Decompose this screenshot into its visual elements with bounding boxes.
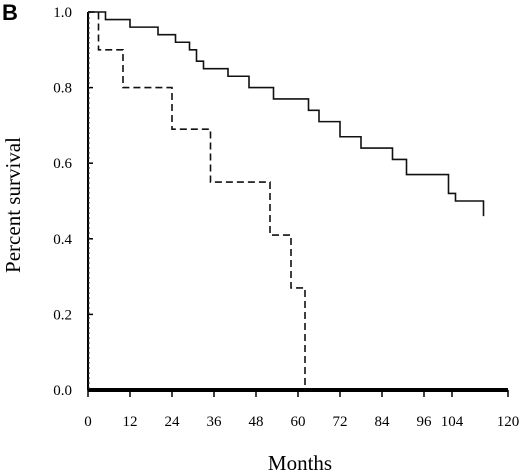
x-tick-label: 48	[249, 414, 264, 430]
x-tick-label: 0	[84, 414, 92, 430]
y-tick-label: 0.8	[53, 81, 72, 97]
x-tick-label: 12	[123, 414, 138, 430]
series-lines	[88, 11, 485, 390]
x-tick-label: 36	[207, 414, 223, 430]
y-tick-label: 0.4	[53, 232, 72, 248]
x-tick-label: 60	[291, 414, 306, 430]
x-tick-label: 24	[165, 414, 181, 430]
x-tick-label: 104	[441, 414, 464, 430]
y-axis-title: Percent survival	[1, 137, 25, 273]
y-tick-label: 0.2	[53, 307, 72, 323]
y-tick-label: 1.0	[53, 5, 72, 21]
y-tick-label: 0.6	[53, 156, 72, 172]
x-tick-label: 96	[417, 414, 433, 430]
x-tick-label: 120	[497, 414, 520, 430]
series-line-dashed	[88, 11, 306, 390]
series-line-solid	[88, 11, 485, 217]
x-tick-label: 72	[333, 414, 348, 430]
axes	[87, 11, 509, 397]
tick-labels: 0.0 0.2 0.4 0.6 0.8 1.0 0 12 24 36 48 60 72 84 96 104 12…	[53, 5, 519, 430]
panel-label: B	[2, 0, 18, 25]
y-tick-label: 0.0	[53, 383, 72, 399]
x-axis-title: Months	[268, 451, 332, 475]
x-tick-label: 84	[375, 414, 391, 430]
